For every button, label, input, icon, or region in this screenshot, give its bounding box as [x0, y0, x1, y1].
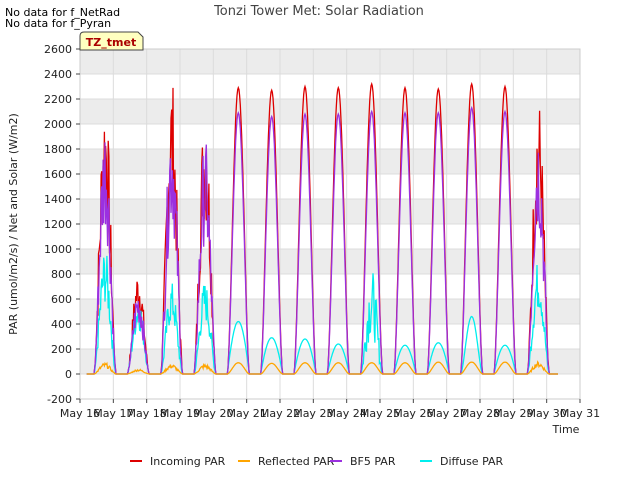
- y-tick-label: 1600: [44, 168, 72, 181]
- y-tick-label: 400: [51, 318, 72, 331]
- site-label-text: TZ_tmet: [86, 36, 136, 49]
- x-tick-label: May 26: [393, 407, 433, 420]
- ticks: -200 0 200 400 600 800 1000 1200 1400 1600 1800 200…: [44, 43, 600, 420]
- x-tick-label: May 22: [260, 407, 300, 420]
- x-tick-label: May 21: [227, 407, 267, 420]
- legend-diffuse-par-label: Diffuse PAR: [440, 455, 504, 468]
- x-tick-label: May 28: [460, 407, 500, 420]
- y-tick-label: -200: [47, 393, 72, 406]
- x-tick-label: May 25: [360, 407, 400, 420]
- plot-band: [80, 99, 580, 124]
- plot-band: [80, 199, 580, 224]
- chart-title: Tonzi Tower Met: Solar Radiation: [213, 4, 424, 19]
- x-tick-label: May 20: [193, 407, 233, 420]
- y-tick-label: 0: [65, 368, 72, 381]
- x-tick-label: May 29: [493, 407, 533, 420]
- legend: Incoming PAR Reflected PAR BF5 PAR Diffuse …: [130, 455, 504, 468]
- y-tick-label: 1800: [44, 143, 72, 156]
- y-tick-label: 1000: [44, 243, 72, 256]
- x-tick-label: May 18: [127, 407, 167, 420]
- x-tick-label: May 16: [60, 407, 100, 420]
- plot-band: [80, 149, 580, 174]
- series-layer: [86, 81, 558, 375]
- x-tick-label: May 31: [560, 407, 600, 420]
- x-axis-label: Time: [552, 423, 580, 436]
- legend-reflected-par-label: Reflected PAR: [258, 455, 335, 468]
- x-tick-label: May 17: [93, 407, 133, 420]
- site-label-badge: TZ_tmet: [79, 31, 144, 51]
- y-tick-label: 2400: [44, 68, 72, 81]
- no-data-note-pyran: No data for f_Pyran: [5, 17, 112, 30]
- site-label-box: [79, 31, 144, 51]
- series-reflected-par: [86, 360, 558, 375]
- y-tick-label: 2000: [44, 118, 72, 131]
- y-axis-label: PAR (umol/m2/s) / Net and Solar (W/m2): [7, 113, 20, 335]
- x-tick-label: May 19: [160, 407, 200, 420]
- x-tick-label: May 30: [527, 407, 567, 420]
- y-tick-label: 1400: [44, 193, 72, 206]
- no-data-note-netrad: No data for f_NetRad: [5, 6, 121, 19]
- plot-band: [80, 249, 580, 274]
- y-tick-label: 800: [51, 268, 72, 281]
- y-tick-label: 2200: [44, 93, 72, 106]
- y-tick-label: 200: [51, 343, 72, 356]
- y-tick-label: 1200: [44, 218, 72, 231]
- legend-bf5-par-label: BF5 PAR: [350, 455, 396, 468]
- x-tick-label: May 27: [427, 407, 467, 420]
- y-tick-label: 600: [51, 293, 72, 306]
- x-tick-label: May 23: [293, 407, 333, 420]
- y-tick-label: 2600: [44, 43, 72, 56]
- legend-incoming-par-label: Incoming PAR: [150, 455, 226, 468]
- x-tick-label: May 24: [327, 407, 367, 420]
- plot-band: [80, 49, 580, 74]
